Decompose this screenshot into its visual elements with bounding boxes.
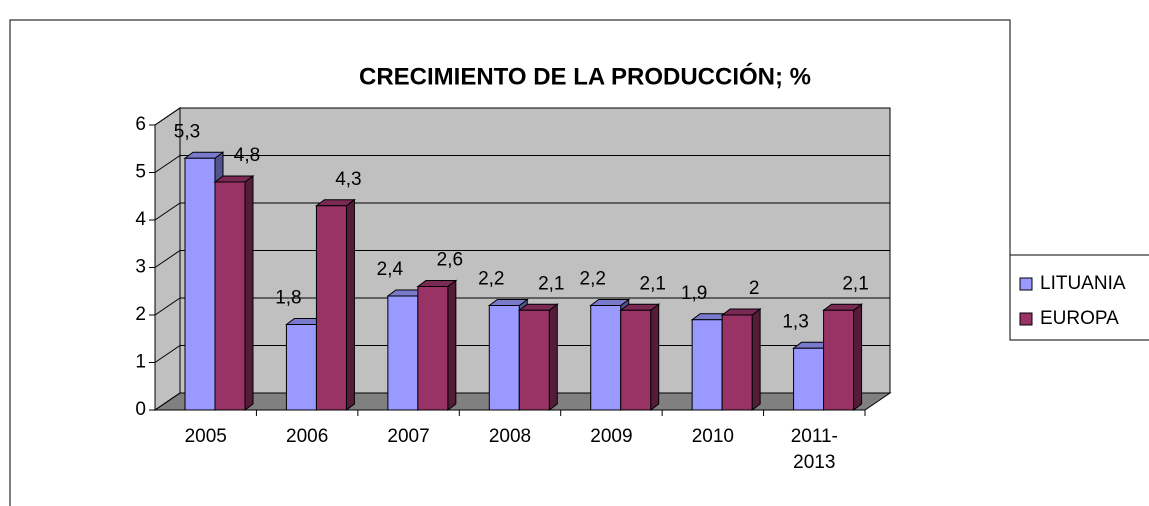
value-label: 1,8 (275, 288, 301, 309)
value-label: 4,3 (335, 169, 361, 190)
legend-label: EUROPA (1040, 308, 1119, 329)
bar (691, 319, 723, 411)
y-tick-label: 4 (135, 209, 146, 230)
grid-line (154, 250, 890, 268)
y-tick-label: 5 (135, 162, 146, 183)
bar-side (447, 279, 457, 411)
bar (417, 286, 449, 411)
bar-side (345, 198, 355, 411)
grid-line (154, 297, 890, 316)
legend-label: LITUANIA (1040, 273, 1126, 294)
grid-line (154, 155, 890, 173)
bar-side (751, 308, 761, 411)
bar (518, 309, 550, 411)
chart-title: CRECIMIENTO DE LA PRODUCCIÓN; % (359, 62, 811, 90)
bar-side (548, 303, 558, 411)
bar (387, 295, 419, 411)
value-label: 2,4 (377, 259, 404, 280)
legend-swatch (1019, 277, 1033, 291)
y-tick-label: 6 (135, 114, 146, 135)
bar (793, 347, 825, 411)
bar (214, 181, 246, 411)
bar-side (650, 303, 660, 411)
x-tick-label: 2006 (286, 426, 329, 447)
value-label: 2,6 (437, 250, 463, 271)
bar (620, 309, 652, 411)
value-label: 2,2 (580, 269, 606, 290)
y-tick-label: 3 (135, 257, 146, 278)
x-tick-label: 2008 (488, 426, 532, 447)
value-label: 2,2 (478, 269, 504, 290)
value-label: 2,1 (640, 273, 666, 294)
x-tick-label: 2009 (590, 426, 633, 447)
bar (823, 309, 855, 411)
value-label: 5,3 (174, 121, 200, 142)
grid-line (154, 202, 890, 221)
bar (590, 305, 622, 411)
bar-side (244, 175, 254, 411)
x-tick-label: 2007 (387, 426, 430, 447)
x-tick-label: 2010 (691, 426, 734, 447)
bar (721, 314, 753, 411)
bar-side (853, 303, 863, 411)
bar (184, 157, 216, 411)
value-label: 2,1 (842, 273, 868, 294)
value-label: 1,3 (782, 311, 808, 332)
legend-box (1009, 254, 1149, 341)
grid-line (154, 107, 890, 126)
chart-frame (9, 19, 1011, 506)
x-tick-label: 2011-2013 (790, 426, 838, 473)
value-label: 1,9 (681, 283, 707, 304)
bar (285, 324, 317, 411)
y-tick-label: 0 (135, 399, 146, 420)
bar (315, 205, 347, 411)
y-tick-label: 2 (135, 304, 146, 325)
value-label: 2,1 (538, 273, 564, 294)
value-label: 2 (749, 278, 760, 299)
x-tick-label: 2005 (184, 426, 227, 447)
bar (488, 305, 520, 411)
y-tick-label: 1 (135, 352, 146, 373)
value-label: 4,8 (234, 145, 260, 166)
legend-swatch (1019, 312, 1033, 326)
